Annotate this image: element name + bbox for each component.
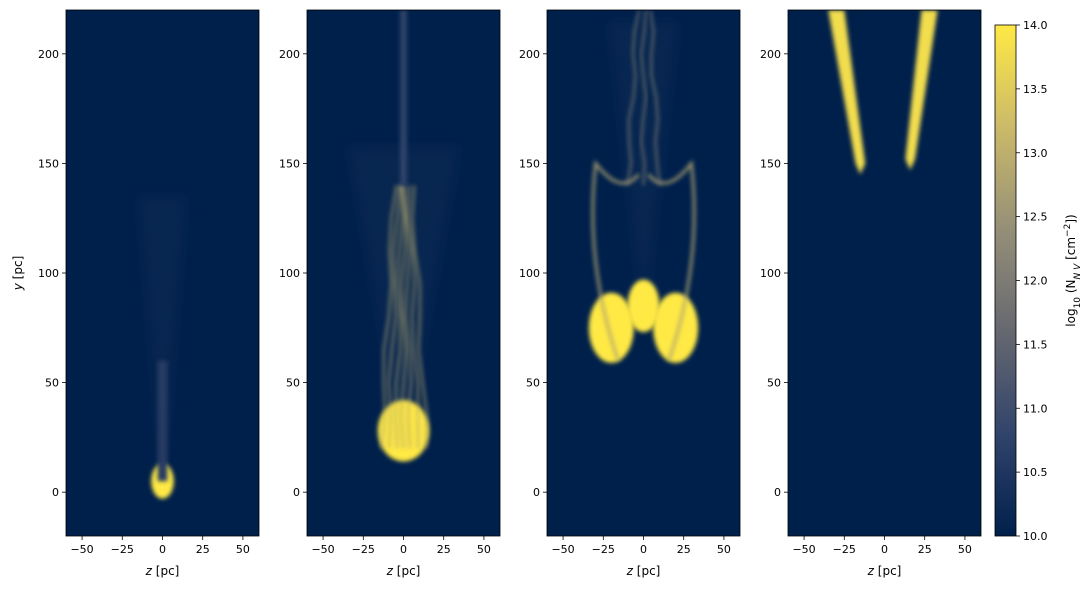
filament [649,10,661,186]
shell [647,159,696,362]
x-tick-label: −50 [792,543,815,556]
filament [395,185,404,449]
y-tick-label: 0 [52,486,59,499]
structure-lobe [588,292,634,363]
colorbar-tick-label: 13.5 [1023,83,1048,96]
x-axis-label: z [pc] [626,564,661,578]
structure-blob [151,463,174,499]
panel-4: −50 −25 0 25 50 0 50 100 150 200 z [pc] [760,9,982,578]
y-tick-label: 50 [45,377,59,390]
colorbar-tick-label: 12.5 [1023,211,1048,224]
colorbar-label: log10 (NN V [cm−2]) [1063,214,1083,326]
y-tick-label: 50 [767,377,781,390]
y-tick-label: 100 [279,267,300,280]
y-tick-label: 150 [279,157,300,170]
x-tick-label: −50 [311,543,334,556]
structure-wake [400,10,407,186]
x-tick-label: 25 [437,543,451,556]
streak [828,10,866,175]
filament [399,185,407,449]
y-tick-label: 100 [38,267,59,280]
panel-2: −50 −25 0 25 50 0 50 100 150 200 z [pc] [279,9,501,578]
x-axis-label: z [pc] [867,564,902,578]
x-tick-label: 50 [236,543,250,556]
x-tick-label: −25 [111,543,134,556]
x-axis-label: z [pc] [145,564,180,578]
x-tick-label: 0 [400,543,407,556]
y-tick-label: 50 [526,377,540,390]
x-tick-label: 25 [677,543,691,556]
y-tick-label: 0 [533,486,540,499]
heatmap-structures [828,10,938,175]
y-tick-label: 150 [760,157,781,170]
structure-plume [157,360,168,482]
heatmap-structures [137,196,188,499]
panel-3: −50 −25 0 25 50 0 50 100 150 200 z [pc] [519,9,741,578]
colorbar-tick-label: 13.0 [1023,147,1048,160]
x-tick-label: 25 [196,543,210,556]
y-tick-label: 200 [279,48,300,61]
filament [640,10,648,186]
x-tick-label: −25 [352,543,375,556]
y-tick-label: 150 [38,157,59,170]
filament [407,185,420,449]
x-tick-label: 50 [477,543,491,556]
heatmap-structures [588,10,699,363]
colorbar-tick-label: 14.0 [1023,19,1048,32]
shell [591,159,640,362]
panels: −50 −25 0 25 50 0 50 100 150 200 z [pc] y [pc] −50 −2… [11,9,982,578]
panel-background [788,10,981,536]
filament [387,185,401,449]
y-tick-label: 50 [286,377,300,390]
x-tick-label: 0 [159,543,166,556]
x-tick-label: 50 [717,543,731,556]
y-tick-label: 200 [519,48,540,61]
colorbar: 10.0 10.5 11.0 11.5 12.0 12.5 13.0 13.5 14.0 log1… [994,19,1083,543]
colorbar-bar [994,24,1017,537]
y-tick-label: 150 [519,157,540,170]
x-tick-label: −25 [833,543,856,556]
filament [626,10,641,186]
y-tick-label: 0 [774,486,781,499]
filament [411,185,428,449]
x-tick-label: −50 [70,543,93,556]
structure-lobe [653,292,699,363]
bow-wing [346,145,461,462]
heatmap-structures [346,10,461,462]
x-tick-label: 0 [881,543,888,556]
colorbar-tick-label: 10.5 [1023,466,1048,479]
filament [402,185,413,449]
structure-core [627,279,660,333]
filament [379,185,398,449]
streak [905,10,938,170]
x-tick-label: −50 [551,543,574,556]
panel-1: −50 −25 0 25 50 0 50 100 150 200 z [pc] y [pc] [11,9,260,578]
x-tick-label: 25 [918,543,932,556]
colorbar-tick-label: 11.5 [1023,338,1048,351]
colorbar-tick-label: 11.0 [1023,402,1048,415]
bow-wing [137,196,188,499]
y-tick-label: 0 [293,486,300,499]
colorbar-tick-label: 12.0 [1023,275,1048,288]
colorbar-tick-label: 10.0 [1023,530,1048,543]
x-tick-label: 0 [640,543,647,556]
y-tick-label: 100 [519,267,540,280]
x-axis-label: z [pc] [386,564,421,578]
y-tick-label: 200 [760,48,781,61]
x-tick-label: −25 [592,543,615,556]
y-tick-label: 100 [760,267,781,280]
y-tick-label: 200 [38,48,59,61]
x-tick-label: 50 [958,543,972,556]
y-axis-label: y [pc] [11,256,25,292]
